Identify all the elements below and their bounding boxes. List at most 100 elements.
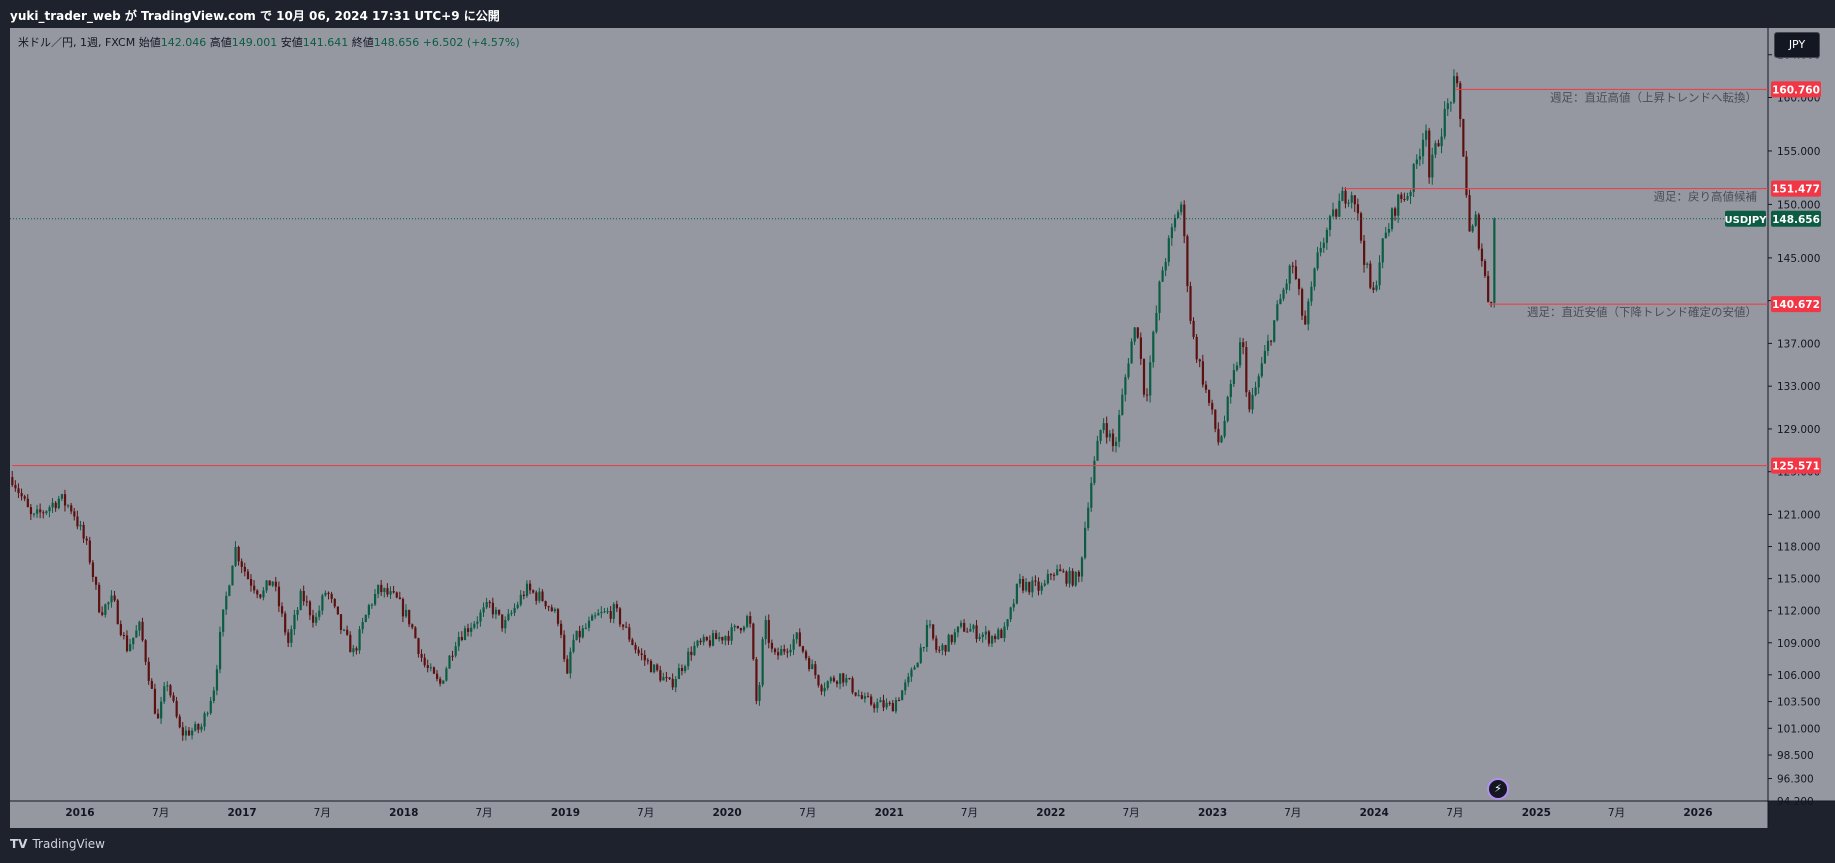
candle-body (901, 690, 904, 701)
candle-body (1387, 229, 1391, 233)
x-tick-label: 2018 (389, 807, 418, 819)
last-price-label: 148.656 (1772, 214, 1820, 226)
lightning-icon[interactable]: ⚡ (1487, 778, 1509, 800)
tradingview-logo[interactable]: TV TradingView (10, 837, 105, 851)
candle-body (358, 629, 361, 651)
candle-body (535, 592, 538, 601)
candle-body (414, 627, 417, 639)
y-tick-label: 94.200 (1777, 796, 1814, 808)
candle-body (473, 623, 476, 628)
price-axis-panel[interactable] (1768, 28, 1835, 801)
last-price-tag (1771, 210, 1821, 227)
candle-body (1310, 286, 1313, 302)
candle-body (761, 639, 764, 686)
candle-body (1177, 212, 1180, 219)
candle-body (550, 607, 553, 612)
candle-body (860, 695, 863, 699)
candle-body (1359, 213, 1363, 241)
candle-body (560, 623, 563, 635)
candle-body (454, 646, 457, 656)
candle-body (758, 685, 761, 701)
candle-body (1068, 570, 1071, 584)
candle-body (894, 700, 898, 712)
x-tick-label: 2025 (1522, 807, 1551, 819)
candle-body (622, 624, 625, 627)
candle-body (1477, 214, 1480, 249)
chart-pane[interactable] (10, 28, 1768, 801)
candle-body (739, 628, 743, 631)
symbol-label[interactable]: 米ドル／円, 1週, FXCM (18, 36, 136, 49)
candle-body (529, 583, 532, 591)
candle-body (1111, 433, 1115, 447)
tradingview-logo-icon: TV (10, 837, 28, 851)
x-tick-label: 7月 (314, 807, 331, 819)
candle-body (1313, 268, 1316, 287)
candle-body (1201, 361, 1205, 385)
currency-button[interactable]: JPY (1774, 32, 1820, 58)
candle-body (823, 687, 826, 692)
candle-body (1254, 387, 1257, 395)
candle-body (1077, 571, 1080, 577)
time-axis-panel[interactable] (10, 801, 1768, 828)
y-tick-label: 112.000 (1777, 606, 1820, 618)
candle-body (597, 613, 600, 616)
candle-body (584, 627, 588, 629)
candle-body (721, 637, 724, 641)
candle-body (116, 600, 119, 625)
candle-body (907, 676, 910, 683)
candle-body (1009, 607, 1012, 620)
candle-body (932, 624, 935, 639)
candle-body (746, 616, 749, 627)
candle-body (1059, 569, 1062, 572)
candle-body (333, 598, 336, 607)
candle-body (770, 642, 774, 649)
symbol-tag (1725, 210, 1766, 227)
candle-body (888, 702, 891, 704)
candle-body (1164, 261, 1167, 271)
candle-body (141, 621, 144, 641)
candle-body (1462, 118, 1465, 157)
candle-body (1397, 194, 1400, 216)
candle-body (606, 611, 609, 613)
candle-body (237, 547, 240, 562)
candle-body (218, 631, 222, 670)
candle-body (1403, 199, 1406, 201)
price-tags-layer: 160.760 151.477 140.672 125.571 USDJPY 148.65… (1725, 81, 1821, 474)
candle-body (1146, 394, 1149, 396)
candle-body (231, 565, 234, 586)
candle-body (1242, 342, 1245, 348)
candle-body (160, 701, 163, 719)
x-tick-label: 2021 (875, 807, 904, 819)
candle-body (1322, 242, 1325, 248)
candle-body (990, 635, 994, 644)
close-value: 148.656 (373, 36, 420, 49)
candle-body (315, 616, 318, 623)
candle-body (1285, 283, 1288, 290)
candle-body (947, 634, 950, 652)
x-tick-label: 2019 (551, 807, 580, 819)
candle-body (488, 602, 491, 604)
candle-body (972, 625, 975, 629)
x-tick-label: 7月 (1446, 807, 1463, 819)
candle-body (984, 631, 987, 635)
candle-body (287, 632, 290, 643)
candle-body (1161, 270, 1164, 282)
candle-body (1229, 383, 1232, 398)
candle-body (724, 636, 727, 641)
candle-body (696, 640, 699, 646)
candle-body (566, 659, 569, 674)
candle-body (643, 654, 646, 661)
candle-body (928, 624, 932, 626)
candle-body (742, 626, 746, 631)
candle-body (184, 730, 188, 736)
candle-body (522, 594, 526, 596)
candle-body (408, 609, 411, 625)
candle-body (640, 653, 643, 655)
candle-body (101, 612, 104, 615)
candle-body (203, 713, 206, 727)
candle-body (1173, 218, 1177, 228)
candle-body (1040, 585, 1043, 591)
candle-body (1381, 238, 1384, 263)
candle-body (1421, 139, 1425, 157)
